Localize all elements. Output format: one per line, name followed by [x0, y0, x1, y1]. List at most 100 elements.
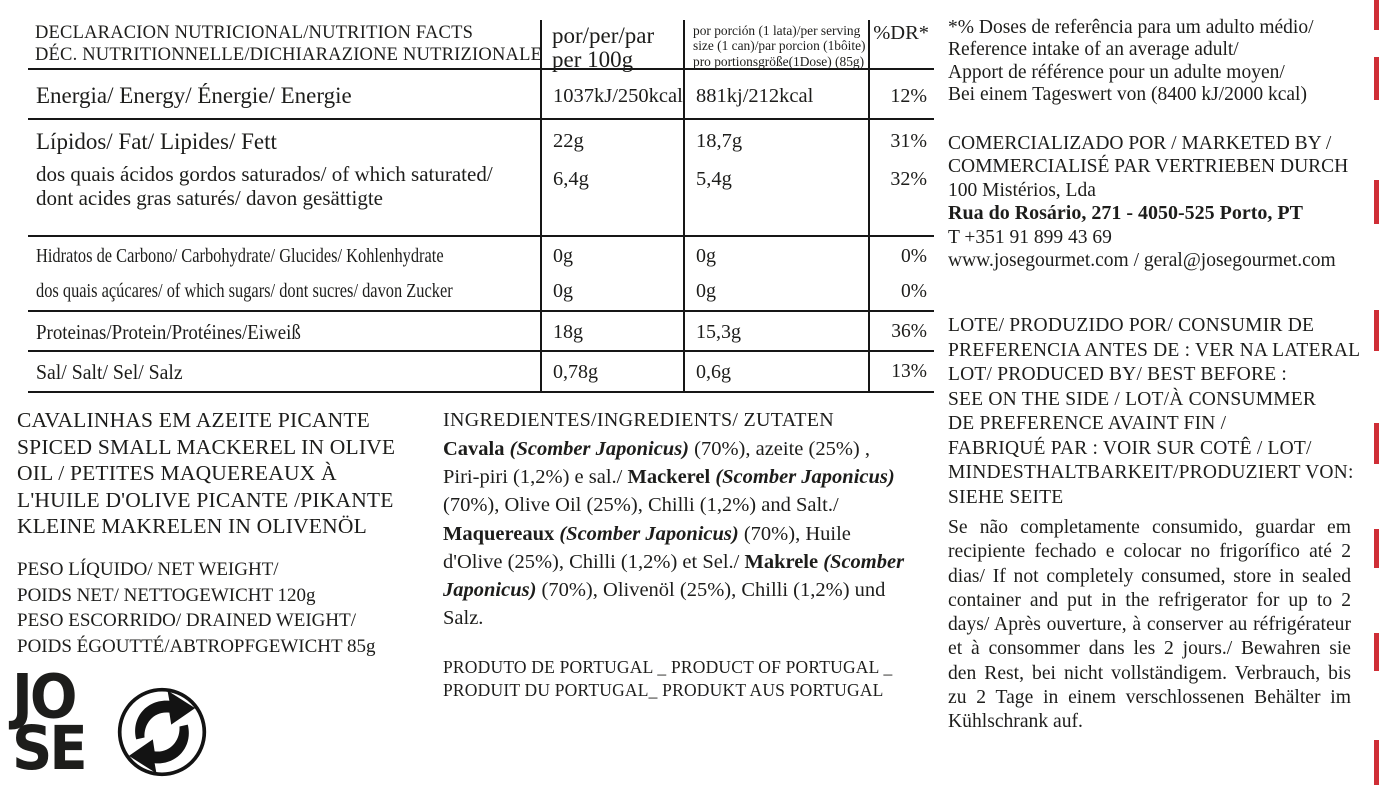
- text-line: FABRIQUÉ PAR : VOIR SUR COTÊ / LOT/: [948, 437, 1312, 459]
- text-line: PESO LÍQUIDO/ NET WEIGHT/: [17, 559, 279, 580]
- row-value: 0g: [696, 280, 716, 302]
- registration-mark: [1374, 633, 1379, 671]
- marketer-block: COMERCIALIZADO POR / MARKETED BY / COMMER…: [948, 132, 1348, 272]
- text-line: POIDS ÉGOUTTÉ/ABTROPFGEWICHT 85g: [17, 635, 376, 657]
- text-line: OIL / PETITES MAQUEREAUX À: [17, 461, 337, 486]
- table-cell: Lípidos/ Fat/ Lipides/ Fett dos quais áci…: [28, 120, 540, 235]
- text-line: Bei einem Tageswert von (8400 kJ/2000 kc…: [948, 83, 1307, 105]
- text-line: size (1 can)/par porcion (1bôite): [693, 38, 866, 54]
- table-cell: 31% 32%: [868, 120, 934, 235]
- text-line: PRODUIT DU PORTUGAL_ PRODUKT AUS PORTUGA…: [443, 680, 884, 700]
- text-line: POIDS NET/ NETTOGEWICHT 120g: [17, 584, 316, 606]
- text-line: PESO ESCORRIDO/ DRAINED WEIGHT/: [17, 610, 357, 632]
- ingredient-segment: (Scomber Japonicus): [559, 522, 739, 545]
- row-value: 0%: [901, 246, 927, 267]
- marketer-heading: COMERCIALIZADO POR / MARKETED BY / COMMER…: [948, 132, 1348, 179]
- table-cell: 15,3g: [683, 312, 868, 350]
- row-label: Energia/ Energy/ Énergie/ Energie: [36, 83, 352, 108]
- row-value: 0g: [553, 245, 573, 267]
- row-label: dos quais açúcares/ of which sugars/ don…: [36, 280, 453, 302]
- table-cell: 36%: [868, 312, 934, 350]
- row-value: 0g: [553, 280, 573, 302]
- table-cell: 0,78g: [540, 352, 683, 391]
- text-line: SIEHE SEITE: [948, 486, 1064, 508]
- text-line: Reference intake of an average adult/: [948, 39, 1239, 61]
- table-cell: 18,7g 5,4g: [683, 120, 868, 235]
- ingredients-block: INGREDIENTES/INGREDIENTS/ ZUTATEN Cavala…: [443, 409, 905, 632]
- row-value: 1037kJ/250kcal: [553, 85, 683, 107]
- table-row-carbohydrate: Hidratos de Carbono/ Carbohydrate/ Gluci…: [28, 237, 934, 312]
- text-line: LOT/ PRODUCED BY/ BEST BEFORE :: [948, 364, 1288, 385]
- table-cell: 22g 6,4g: [540, 120, 683, 235]
- table-cell: 1037kJ/250kcal: [540, 70, 683, 118]
- row-value: 36%: [891, 321, 927, 342]
- text-line: SEE ON THE SIDE / LOT/À CONSUMMER: [948, 388, 1317, 410]
- marketer-web-email: www.josegourmet.com / geral@josegourmet.…: [948, 250, 1336, 272]
- jose-logo-line1: JO: [12, 662, 77, 733]
- ingredient-segment: (70%), Olivenöl (25%), Chilli (1,2%) und…: [443, 579, 886, 630]
- registration-mark: [1374, 423, 1379, 464]
- ingredient-segment: Maquereaux: [443, 522, 560, 545]
- text-line: COMMERCIALISÉ PAR VERTRIEBEN DURCH: [948, 156, 1349, 178]
- table-title: DECLARACION NUTRICIONAL/NUTRITION FACTS D…: [28, 20, 543, 72]
- table-cell: 0,6g: [683, 352, 868, 391]
- row-label: Lípidos/ Fat/ Lipides/ Fett: [36, 129, 277, 154]
- text-line: PRODUTO DE PORTUGAL _ PRODUCT OF PORTUGA…: [443, 657, 893, 677]
- text-line: L'HUILE D'OLIVE PICANTE /PIKANTE: [17, 487, 394, 512]
- row-label: Hidratos de Carbono/ Carbohydrate/ Gluci…: [36, 245, 444, 267]
- ingredient-segment: Cavala: [443, 438, 510, 460]
- row-value: 12%: [890, 85, 927, 107]
- net-drained-weight: PESO LÍQUIDO/ NET WEIGHT/POIDS NET/ NETT…: [17, 557, 376, 659]
- table-cell: Sal/ Salt/ Sel/ Salz: [28, 352, 540, 391]
- marketer-address: Rua do Rosário, 271 - 4050-525 Porto, PT: [948, 202, 1303, 225]
- registration-mark: [1374, 0, 1379, 30]
- ingredient-segment: (70%), azeite (25%) , Piri-piri (1,2%) e…: [443, 438, 870, 489]
- table-row-protein: Proteinas/Protein/Protéines/Eiweiß 18g 15,…: [28, 312, 934, 352]
- table-cell: 13%: [868, 352, 934, 391]
- text-line: pro portionsgröße(1Dose) (85g): [693, 53, 865, 69]
- row-value: 5,4g: [696, 168, 732, 190]
- text-line: *% Doses de referência para um adulto mé…: [948, 17, 1314, 38]
- text-line: LOTE/ PRODUZIDO POR/ CONSUMIR DE: [948, 315, 1315, 336]
- column-header-percent-dr: %DR*: [868, 20, 934, 72]
- table-row-fat: Lípidos/ Fat/ Lipides/ Fett dos quais áci…: [28, 120, 934, 237]
- row-value: 18g: [553, 321, 583, 343]
- row-label: dos quais ácidos gordos saturados/ of wh…: [36, 162, 493, 186]
- text-line: por porción (1 lata)/per serving: [693, 23, 861, 38]
- registration-mark: [1374, 180, 1379, 224]
- row-value: 0g: [696, 245, 716, 267]
- ingredient-segment: Makrele: [744, 550, 824, 573]
- row-value: 881kj/212kcal: [696, 85, 814, 107]
- jose-logo-line2: SE: [12, 714, 88, 785]
- table-cell: 0% 0%: [868, 237, 934, 310]
- row-label: dont acides gras saturés/ davon gesättig…: [36, 185, 383, 210]
- text-line: DÉC. NUTRITIONNELLE/DICHIARAZIONE NUTRIZ…: [35, 44, 543, 65]
- table-cell: Hidratos de Carbono/ Carbohydrate/ Gluci…: [28, 237, 540, 310]
- table-cell: 0g 0g: [683, 237, 868, 310]
- country-of-origin: PRODUTO DE PORTUGAL _ PRODUCT OF PORTUGA…: [443, 656, 892, 702]
- table-cell: 0g 0g: [540, 237, 683, 310]
- row-value: 0%: [901, 281, 927, 302]
- registration-mark: [1374, 529, 1379, 568]
- ingredient-segment: (Scomber Japonicus): [509, 438, 689, 460]
- row-value: 6,4g: [553, 168, 589, 190]
- green-dot-recycling-icon: [116, 686, 208, 783]
- column-header-per-serving: por porción (1 lata)/per serving size (1 …: [683, 20, 868, 72]
- nutrition-table: DECLARACION NUTRICIONAL/NUTRITION FACTS D…: [28, 20, 934, 393]
- registration-mark: [1374, 740, 1379, 785]
- text-line: PREFERENCIA ANTES DE : VER NA LATERAL: [948, 339, 1361, 361]
- ingredient-segment: (70%), Olive Oil (25%), Chilli (1,2%) an…: [443, 494, 839, 517]
- row-value: 32%: [890, 168, 927, 190]
- marketer-phone: T +351 91 899 43 69: [948, 226, 1112, 248]
- row-label: Sal/ Salt/ Sel/ Salz: [36, 360, 183, 384]
- table-row-salt: Sal/ Salt/ Sel/ Salz 0,78g 0,6g 13%: [28, 352, 934, 393]
- product-title: CAVALINHAS EM AZEITE PICANTE SPICED SMALL…: [17, 407, 395, 540]
- registration-mark: [1374, 57, 1379, 100]
- row-value: 0,78g: [553, 361, 598, 383]
- marketer-company: 100 Mistérios, Lda: [948, 179, 1096, 201]
- ingredient-segment: (Scomber Japonicus): [715, 466, 895, 489]
- row-value: 15,3g: [696, 321, 741, 343]
- text-line: MINDESTHALTBARKEIT/PRODUZIERT VON:: [948, 462, 1354, 483]
- table-cell: 18g: [540, 312, 683, 350]
